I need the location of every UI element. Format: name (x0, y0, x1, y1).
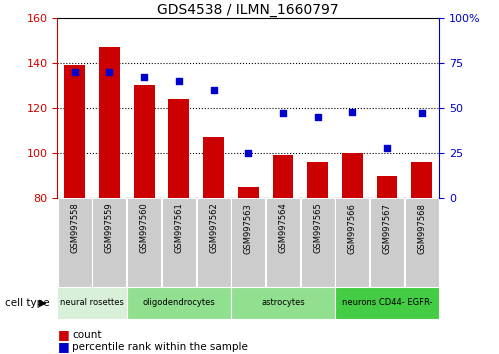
Point (348, 109, 356, 114)
Bar (231, 287, 335, 319)
Bar (377, 176, 398, 198)
Bar (57, 287, 127, 319)
Bar (335, 287, 439, 319)
Text: count: count (72, 330, 102, 339)
Point (105, 69, 113, 75)
Point (314, 114, 322, 120)
Text: GSM997560: GSM997560 (140, 202, 149, 253)
Point (279, 110, 287, 116)
Text: astrocytes: astrocytes (261, 298, 305, 307)
Text: GSM997564: GSM997564 (278, 202, 287, 253)
Text: GSM997567: GSM997567 (383, 202, 392, 253)
Text: GSM997562: GSM997562 (209, 202, 218, 253)
Text: oligodendrocytes: oligodendrocytes (143, 298, 215, 307)
Bar (127, 287, 231, 319)
Text: percentile rank within the sample: percentile rank within the sample (72, 342, 248, 352)
Text: cell type: cell type (5, 298, 49, 308)
Text: ■: ■ (57, 328, 69, 341)
Bar (405, 198, 439, 287)
Text: GSM997563: GSM997563 (244, 202, 253, 253)
Bar (134, 85, 155, 198)
Bar (238, 187, 258, 198)
Bar (64, 65, 85, 198)
Text: GSM997559: GSM997559 (105, 202, 114, 253)
Bar (162, 198, 196, 287)
Title: GDS4538 / ILMN_1660797: GDS4538 / ILMN_1660797 (158, 3, 339, 17)
Text: neural rosettes: neural rosettes (60, 298, 124, 307)
Point (71, 69, 79, 75)
Text: ■: ■ (57, 341, 69, 353)
Bar (203, 137, 224, 198)
Point (244, 150, 252, 156)
Point (210, 87, 218, 93)
Text: ▶: ▶ (38, 298, 46, 308)
Bar (307, 162, 328, 198)
Text: GSM997558: GSM997558 (70, 202, 79, 253)
Text: GSM997568: GSM997568 (417, 202, 426, 253)
Text: GSM997565: GSM997565 (313, 202, 322, 253)
Bar (99, 47, 120, 198)
Bar (197, 198, 231, 287)
Bar (58, 198, 92, 287)
Bar (335, 198, 369, 287)
Text: GSM997566: GSM997566 (348, 202, 357, 253)
Bar (92, 198, 126, 287)
Bar (301, 198, 335, 287)
Bar (231, 198, 265, 287)
Point (140, 74, 148, 80)
Point (383, 145, 391, 150)
Bar (266, 198, 300, 287)
Point (418, 110, 426, 116)
Bar (272, 155, 293, 198)
Bar (370, 198, 404, 287)
Bar (342, 153, 363, 198)
Bar (169, 99, 189, 198)
Text: GSM997561: GSM997561 (174, 202, 183, 253)
Bar (411, 162, 432, 198)
Point (175, 78, 183, 84)
Bar (127, 198, 161, 287)
Text: neurons CD44- EGFR-: neurons CD44- EGFR- (342, 298, 432, 307)
